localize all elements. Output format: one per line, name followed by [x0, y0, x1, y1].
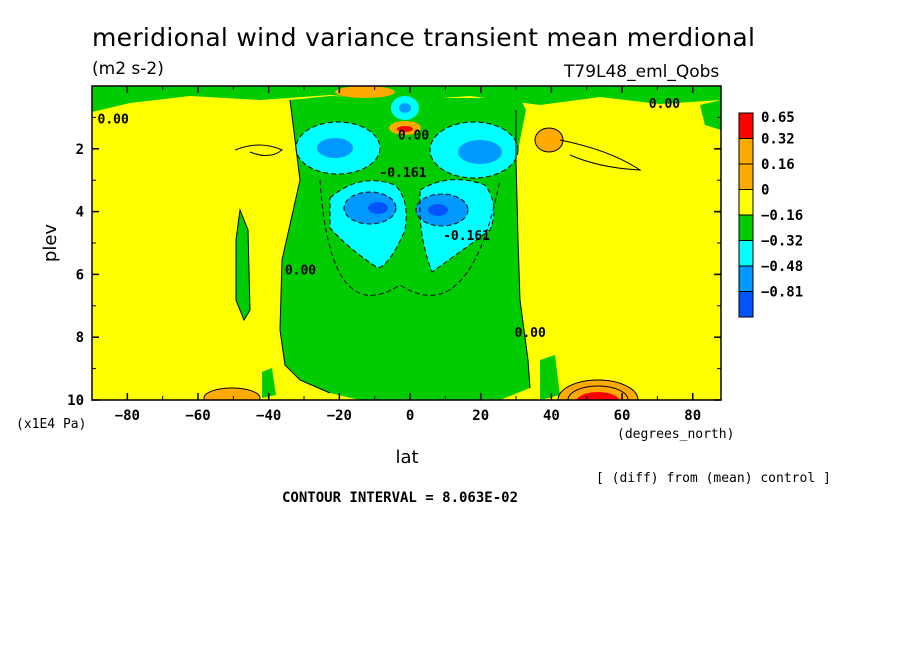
- deep-blue-core-nh: [428, 204, 448, 216]
- x-tick-label: 80: [684, 408, 701, 424]
- right-negative-patch: [700, 100, 721, 130]
- chart-title: meridional wind variance transient mean …: [92, 23, 755, 52]
- y-tick-label: 4: [76, 205, 84, 221]
- y-tick-label: 10: [67, 393, 84, 409]
- negative-contours: [295, 121, 519, 296]
- colorbar: 0.65 0.32 0.16 0 −0.16 −0.32 −0.48 −0.81: [738, 110, 803, 318]
- contour-fill: [92, 86, 721, 400]
- orange-max-nh: [558, 380, 638, 400]
- colorbar-label: −0.81: [761, 285, 803, 301]
- contour-label: 0.00: [98, 113, 129, 128]
- red-max-nh: [576, 392, 620, 400]
- blue-core-upper-sh: [317, 138, 353, 158]
- contour-label: -0.161: [379, 166, 426, 181]
- contour-labels: 0.00 0.00 0.00 -0.161 -0.161 0.00 0.00: [98, 97, 681, 341]
- y-tick-label: 6: [76, 267, 84, 283]
- x-axis-units: (degrees_north): [617, 427, 734, 442]
- x-tick-label: −80: [115, 408, 140, 424]
- x-tick-label: 40: [543, 408, 560, 424]
- y-axis-ticks: 2 4 6 8 10: [67, 116, 721, 409]
- run-label: T79L48_eml_Qobs: [563, 62, 719, 82]
- x-axis-ticks: −80 −60 −40 −20 0 20 40 60 80: [91, 86, 701, 424]
- contour-label: 0.00: [649, 97, 680, 112]
- blue-top-center: [399, 103, 411, 113]
- contour-label: 0.00: [398, 128, 429, 143]
- x-axis-label: lat: [395, 447, 418, 468]
- colorbar-label: −0.32: [761, 234, 803, 250]
- colorbar-swatch: [738, 163, 754, 190]
- contour-label: -0.161: [443, 229, 490, 244]
- left-negative-sliver: [236, 210, 250, 320]
- colorbar-label: 0: [761, 183, 769, 199]
- orange-patch-sh: [204, 388, 260, 400]
- x-tick-label: 60: [614, 408, 631, 424]
- y-axis-label: plev: [40, 224, 61, 263]
- blue-core-upper-nh: [458, 140, 502, 164]
- x-tick-label: −40: [256, 408, 281, 424]
- contour-label: 0.00: [285, 263, 316, 278]
- red-top-center: [397, 126, 413, 132]
- x-tick-label: 20: [472, 408, 489, 424]
- colorbar-label: 0.16: [761, 157, 795, 173]
- y-tick-label: 2: [76, 142, 84, 158]
- colorbar-label: 0.32: [761, 132, 795, 148]
- colorbar-swatch: [738, 265, 754, 292]
- colorbar-label: −0.48: [761, 259, 803, 275]
- bottom-negative-patch: [540, 355, 560, 400]
- colorbar-swatch: [738, 138, 754, 165]
- contour-label: 0.00: [515, 326, 546, 341]
- x-tick-label: −60: [185, 408, 210, 424]
- colorbar-label: 0.65: [761, 110, 795, 126]
- units-label: (m2 s-2): [92, 59, 164, 79]
- bottom-negative-patch-2: [262, 368, 276, 398]
- x-tick-label: 0: [406, 408, 414, 424]
- orange-patch-nh: [535, 128, 563, 152]
- orange-top-strip: [335, 86, 395, 98]
- colorbar-swatch: [738, 189, 754, 216]
- colorbar-swatch: [738, 291, 754, 318]
- diff-note: [ (diff) from (mean) control ]: [596, 471, 831, 486]
- colorbar-swatch: [738, 214, 754, 241]
- y-axis-units: (x1E4 Pa): [16, 417, 86, 432]
- contour-lines: [203, 99, 642, 400]
- deep-blue-core-sh: [368, 202, 388, 214]
- y-tick-label: 8: [76, 330, 84, 346]
- contour-interval: CONTOUR INTERVAL = 8.063E-02: [282, 490, 518, 506]
- colorbar-swatch: [738, 240, 754, 267]
- colorbar-swatch: [738, 112, 754, 139]
- x-tick-label: −20: [327, 408, 352, 424]
- colorbar-label: −0.16: [761, 208, 803, 224]
